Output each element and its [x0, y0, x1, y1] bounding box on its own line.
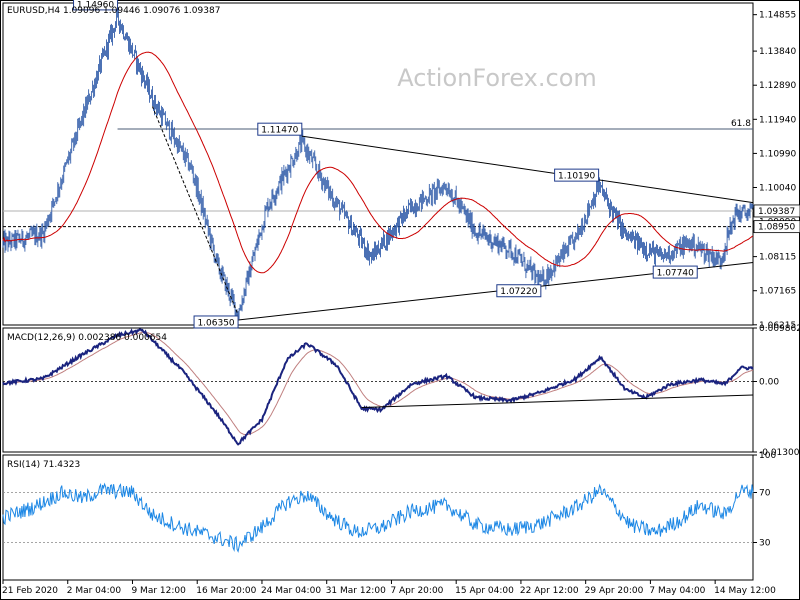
- x-axis-tick-label: 9 Mar 12:00: [131, 586, 186, 596]
- price-axis-tick-label: 1.11940: [759, 115, 796, 125]
- price-axis-tick-label: 1.08115: [759, 253, 796, 263]
- price-label-box: [257, 122, 303, 136]
- rsi-axis-tick-label: 70: [759, 489, 771, 499]
- price-label-box: [73, 0, 119, 11]
- price-axis-tick-label: 1.10990: [759, 149, 796, 159]
- rsi-panel: [2, 454, 754, 581]
- price-panel: [2, 2, 754, 326]
- price-label-box: [554, 168, 600, 182]
- macd-axis-tick-label: 0.00: [759, 377, 779, 387]
- x-axis-tick-label: 7 May 04:00: [649, 586, 705, 596]
- x-axis-tick-label: 16 Mar 20:00: [196, 586, 256, 596]
- x-axis-tick-label: 14 May 12:00: [714, 586, 776, 596]
- price-axis-tick-label: 1.13840: [759, 47, 796, 57]
- rsi-axis-tick-label: 100: [759, 451, 776, 461]
- price-axis-tick-label: 1.10040: [759, 184, 796, 194]
- x-axis-tick-label: 22 Apr 12:00: [520, 586, 579, 596]
- price-label: 1.06350: [197, 318, 234, 328]
- x-axis-tick-label: 21 Feb 2020: [2, 586, 58, 596]
- price-trendline: [301, 135, 754, 204]
- x-axis-tick-label: 15 Apr 04:00: [455, 586, 514, 596]
- decline-dashed-line: [151, 106, 239, 315]
- current-price-tag-box: [753, 204, 800, 218]
- price-axis-tick-label: 1.14855: [759, 11, 796, 21]
- fib-618-label: 61.8: [731, 119, 751, 129]
- macd-trendline: [361, 394, 754, 409]
- x-axis-tick-label: 24 Mar 04:00: [261, 586, 321, 596]
- hline-price-tag-box: [753, 220, 800, 234]
- macd-axis-tick-label: 0.009862: [759, 324, 800, 334]
- price-label: 1.07740: [657, 269, 694, 279]
- price-label: 1.10190: [558, 172, 595, 182]
- rsi-line: [2, 482, 754, 553]
- price-label: 1.11470: [261, 126, 298, 136]
- x-axis-tick-label: 29 Apr 20:00: [585, 586, 644, 596]
- price-label-box: [193, 315, 239, 329]
- price-axis-tick-label: 1.12890: [759, 81, 796, 91]
- price-axis-tick-label: 1.06215: [759, 321, 796, 331]
- macd-line: [2, 328, 754, 446]
- price-label-box: [652, 265, 698, 279]
- price-header: EURUSD,H4 1.09096 1.09446 1.09076 1.0938…: [7, 6, 220, 16]
- macd-signal-line: [3, 331, 754, 436]
- macd-header: MACD(12,26,9) 0.002386 0.000654: [7, 333, 167, 343]
- x-axis-tick-label: 31 Mar 12:00: [326, 586, 386, 596]
- current-price-tag: 1.09387: [758, 207, 795, 217]
- price-label: 1.07220: [500, 287, 537, 297]
- x-axis-tick-label: 7 Apr 20:00: [390, 586, 443, 596]
- rsi-header: RSI(14) 71.4323: [7, 460, 80, 470]
- price-label: 1.14960: [77, 0, 114, 10]
- watermark: ActionForex.com: [397, 64, 597, 92]
- price-label-box: [496, 284, 542, 298]
- hline-price-tag: 1.08950: [758, 223, 795, 233]
- macd-axis-tick-label: -0.013002: [759, 448, 800, 458]
- x-axis-tick-label: 2 Mar 04:00: [67, 586, 122, 596]
- price-axis-tick-label: 1.07165: [759, 287, 796, 297]
- moving-average-line: [2, 51, 754, 274]
- rsi-axis-tick-label: 30: [759, 539, 771, 549]
